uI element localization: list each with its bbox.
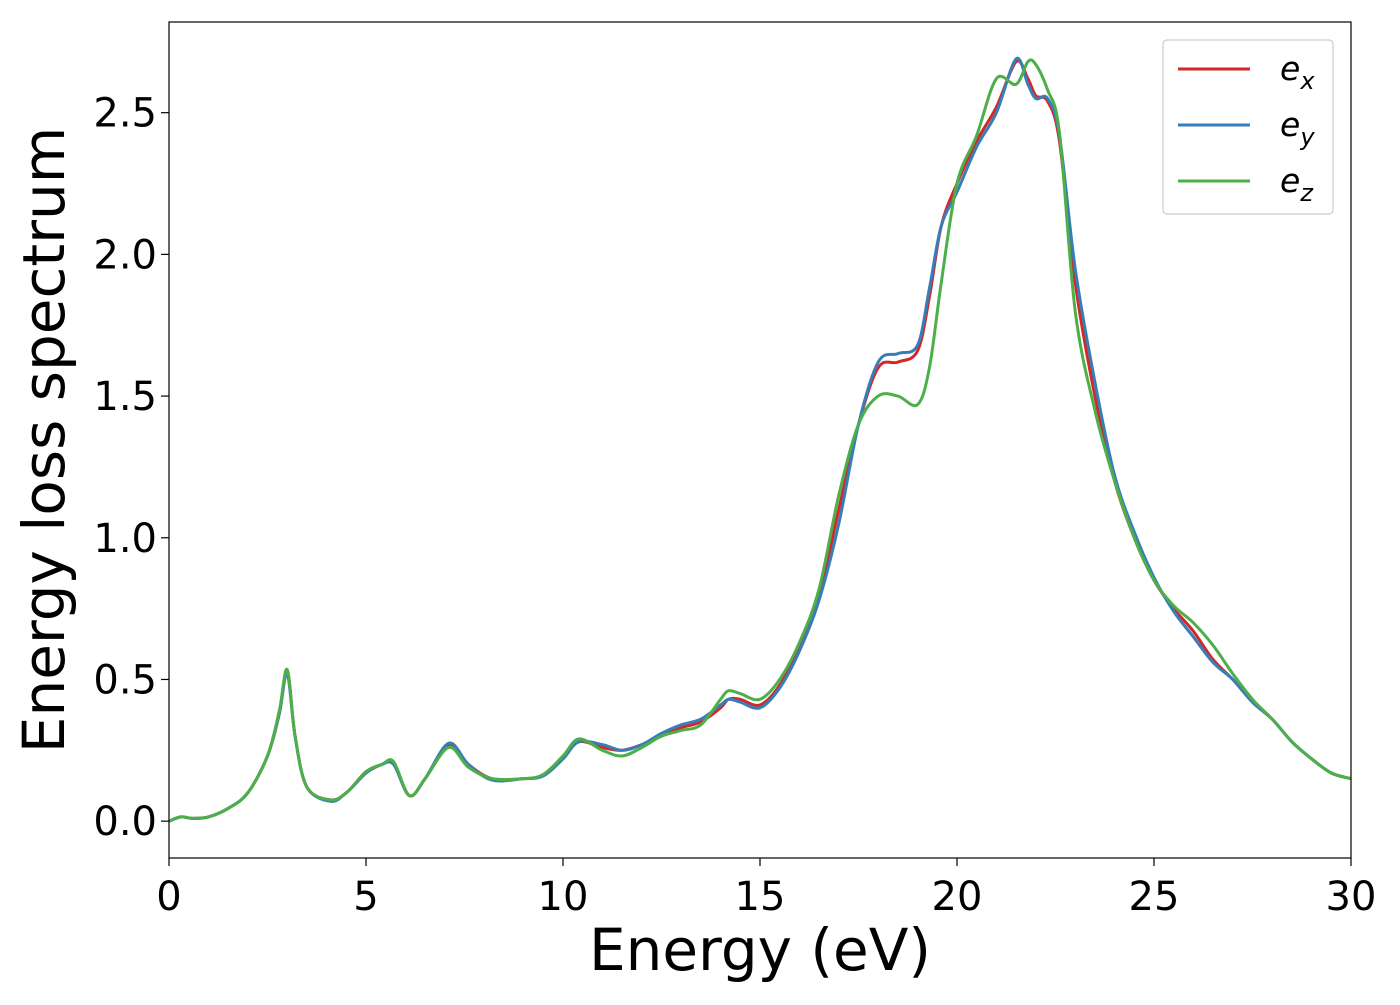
legend-subscript: y [1299, 123, 1315, 151]
legend-frame [1162, 39, 1334, 215]
y-tick-label: 2.0 [93, 232, 157, 278]
x-tick-label: 15 [735, 874, 786, 920]
x-tick-label: 20 [932, 874, 983, 920]
x-tick-label: 5 [353, 874, 378, 920]
series-layer [168, 56, 1352, 823]
y-axis-title: Energy loss spectrum [10, 127, 78, 753]
legend-subscript: z [1299, 179, 1314, 207]
x-tick-label: 10 [538, 874, 589, 920]
y-tick-label: 2.5 [93, 91, 157, 137]
y-tick-label: 1.5 [93, 374, 157, 420]
y-tick-label: 0.5 [93, 657, 157, 703]
x-axis-ticks: 0 5 10 15 20 25 30 [156, 858, 1376, 920]
series-line-ez [168, 58, 1352, 823]
x-axis-title: Energy (eV) [589, 916, 931, 984]
legend-subscript: x [1299, 67, 1315, 95]
y-tick-label: 1.0 [93, 516, 157, 562]
y-axis-ticks: 0.0 0.5 1.0 1.5 2.0 2.5 [93, 91, 169, 845]
x-tick-label: 30 [1326, 874, 1377, 920]
x-tick-label: 25 [1129, 874, 1180, 920]
x-tick-label: 0 [156, 874, 181, 920]
y-tick-label: 0.0 [93, 799, 157, 845]
